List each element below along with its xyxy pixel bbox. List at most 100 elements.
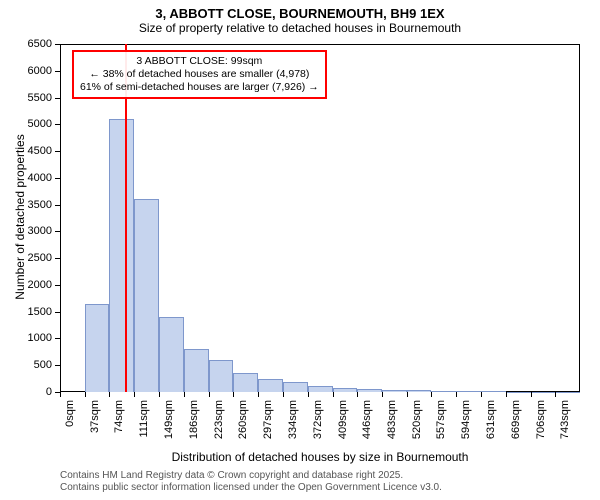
x-tick-label: 446sqm: [361, 400, 373, 439]
y-tick-label: 0: [0, 386, 52, 398]
y-tick-label: 1500: [0, 306, 52, 318]
y-tick: [55, 124, 60, 125]
x-tick-label: 37sqm: [89, 400, 101, 433]
y-tick: [55, 98, 60, 99]
y-tick-label: 4500: [0, 145, 52, 157]
y-tick-label: 3500: [0, 199, 52, 211]
x-tick-label: 372sqm: [312, 400, 324, 439]
x-tick-label: 483sqm: [386, 400, 398, 439]
y-tick: [55, 178, 60, 179]
y-tick-label: 3000: [0, 225, 52, 237]
y-tick-label: 4000: [0, 172, 52, 184]
histogram-bar: [407, 390, 432, 392]
x-tick-label: 260sqm: [237, 400, 249, 439]
callout-box: 3 ABBOTT CLOSE: 99sqm← 38% of detached h…: [72, 50, 327, 99]
x-tick-label: 409sqm: [337, 400, 349, 439]
x-tick: [233, 392, 234, 397]
y-tick: [55, 365, 60, 366]
x-tick: [456, 392, 457, 397]
x-tick-label: 186sqm: [188, 400, 200, 439]
x-tick: [382, 392, 383, 397]
histogram-bar: [159, 317, 184, 392]
histogram-bar: [209, 360, 234, 392]
x-tick-label: 74sqm: [113, 400, 125, 433]
y-tick: [55, 205, 60, 206]
x-tick-label: 520sqm: [411, 400, 423, 439]
y-tick-label: 6500: [0, 38, 52, 50]
x-tick-label: 706sqm: [535, 400, 547, 439]
attribution-line2: Contains public sector information licen…: [60, 482, 442, 494]
x-tick: [506, 392, 507, 397]
x-tick-label: 223sqm: [213, 400, 225, 439]
histogram-bar: [382, 390, 407, 392]
y-tick: [55, 71, 60, 72]
histogram-bar: [109, 119, 134, 392]
chart-container: 3, ABBOTT CLOSE, BOURNEMOUTH, BH9 1EX Si…: [0, 0, 600, 500]
x-tick: [333, 392, 334, 397]
histogram-bar: [431, 391, 456, 392]
y-tick-label: 2000: [0, 279, 52, 291]
histogram-bar: [85, 304, 110, 392]
histogram-bar: [184, 349, 209, 392]
y-tick-label: 5500: [0, 92, 52, 104]
x-tick: [258, 392, 259, 397]
histogram-bar: [357, 389, 382, 392]
x-tick: [481, 392, 482, 397]
callout-line: ← 38% of detached houses are smaller (4,…: [80, 68, 319, 81]
x-tick-label: 669sqm: [510, 400, 522, 439]
attribution-line1: Contains HM Land Registry data © Crown c…: [60, 470, 442, 482]
histogram-bar: [531, 392, 556, 393]
histogram-bar: [308, 386, 333, 392]
x-tick-label: 0sqm: [64, 400, 76, 427]
x-tick: [407, 392, 408, 397]
x-tick-label: 557sqm: [435, 400, 447, 439]
attribution: Contains HM Land Registry data © Crown c…: [60, 470, 442, 494]
y-tick-label: 500: [0, 359, 52, 371]
callout-line: 3 ABBOTT CLOSE: 99sqm: [80, 55, 319, 68]
x-tick: [85, 392, 86, 397]
x-tick-label: 631sqm: [485, 400, 497, 439]
y-tick-label: 1000: [0, 332, 52, 344]
y-tick: [55, 151, 60, 152]
y-tick-label: 5000: [0, 118, 52, 130]
x-tick: [60, 392, 61, 397]
x-tick: [159, 392, 160, 397]
y-tick: [55, 312, 60, 313]
x-tick: [308, 392, 309, 397]
x-tick: [109, 392, 110, 397]
histogram-bar: [233, 373, 258, 392]
histogram-bar: [506, 392, 531, 393]
chart-subtitle: Size of property relative to detached ho…: [0, 21, 600, 39]
x-tick: [209, 392, 210, 397]
histogram-bar: [481, 391, 506, 392]
x-tick: [134, 392, 135, 397]
callout-line: 61% of semi-detached houses are larger (…: [80, 81, 319, 94]
y-tick-label: 6000: [0, 65, 52, 77]
x-axis-label: Distribution of detached houses by size …: [60, 450, 580, 464]
histogram-bar: [456, 391, 481, 392]
histogram-bar: [134, 199, 159, 392]
y-tick: [55, 231, 60, 232]
x-tick: [431, 392, 432, 397]
x-tick: [184, 392, 185, 397]
x-tick-label: 594sqm: [460, 400, 472, 439]
y-tick: [55, 44, 60, 45]
histogram-bar: [283, 382, 308, 392]
chart-title: 3, ABBOTT CLOSE, BOURNEMOUTH, BH9 1EX: [0, 0, 600, 21]
x-tick: [357, 392, 358, 397]
y-tick: [55, 258, 60, 259]
x-tick-label: 334sqm: [287, 400, 299, 439]
x-tick: [531, 392, 532, 397]
y-tick: [55, 338, 60, 339]
histogram-bar: [555, 392, 580, 393]
x-tick: [555, 392, 556, 397]
x-tick-label: 297sqm: [262, 400, 274, 439]
x-tick-label: 149sqm: [163, 400, 175, 439]
x-tick: [283, 392, 284, 397]
x-tick-label: 743sqm: [559, 400, 571, 439]
y-tick-label: 2500: [0, 252, 52, 264]
histogram-bar: [258, 379, 283, 392]
histogram-bar: [333, 388, 358, 392]
y-tick: [55, 285, 60, 286]
x-tick-label: 111sqm: [138, 400, 150, 438]
